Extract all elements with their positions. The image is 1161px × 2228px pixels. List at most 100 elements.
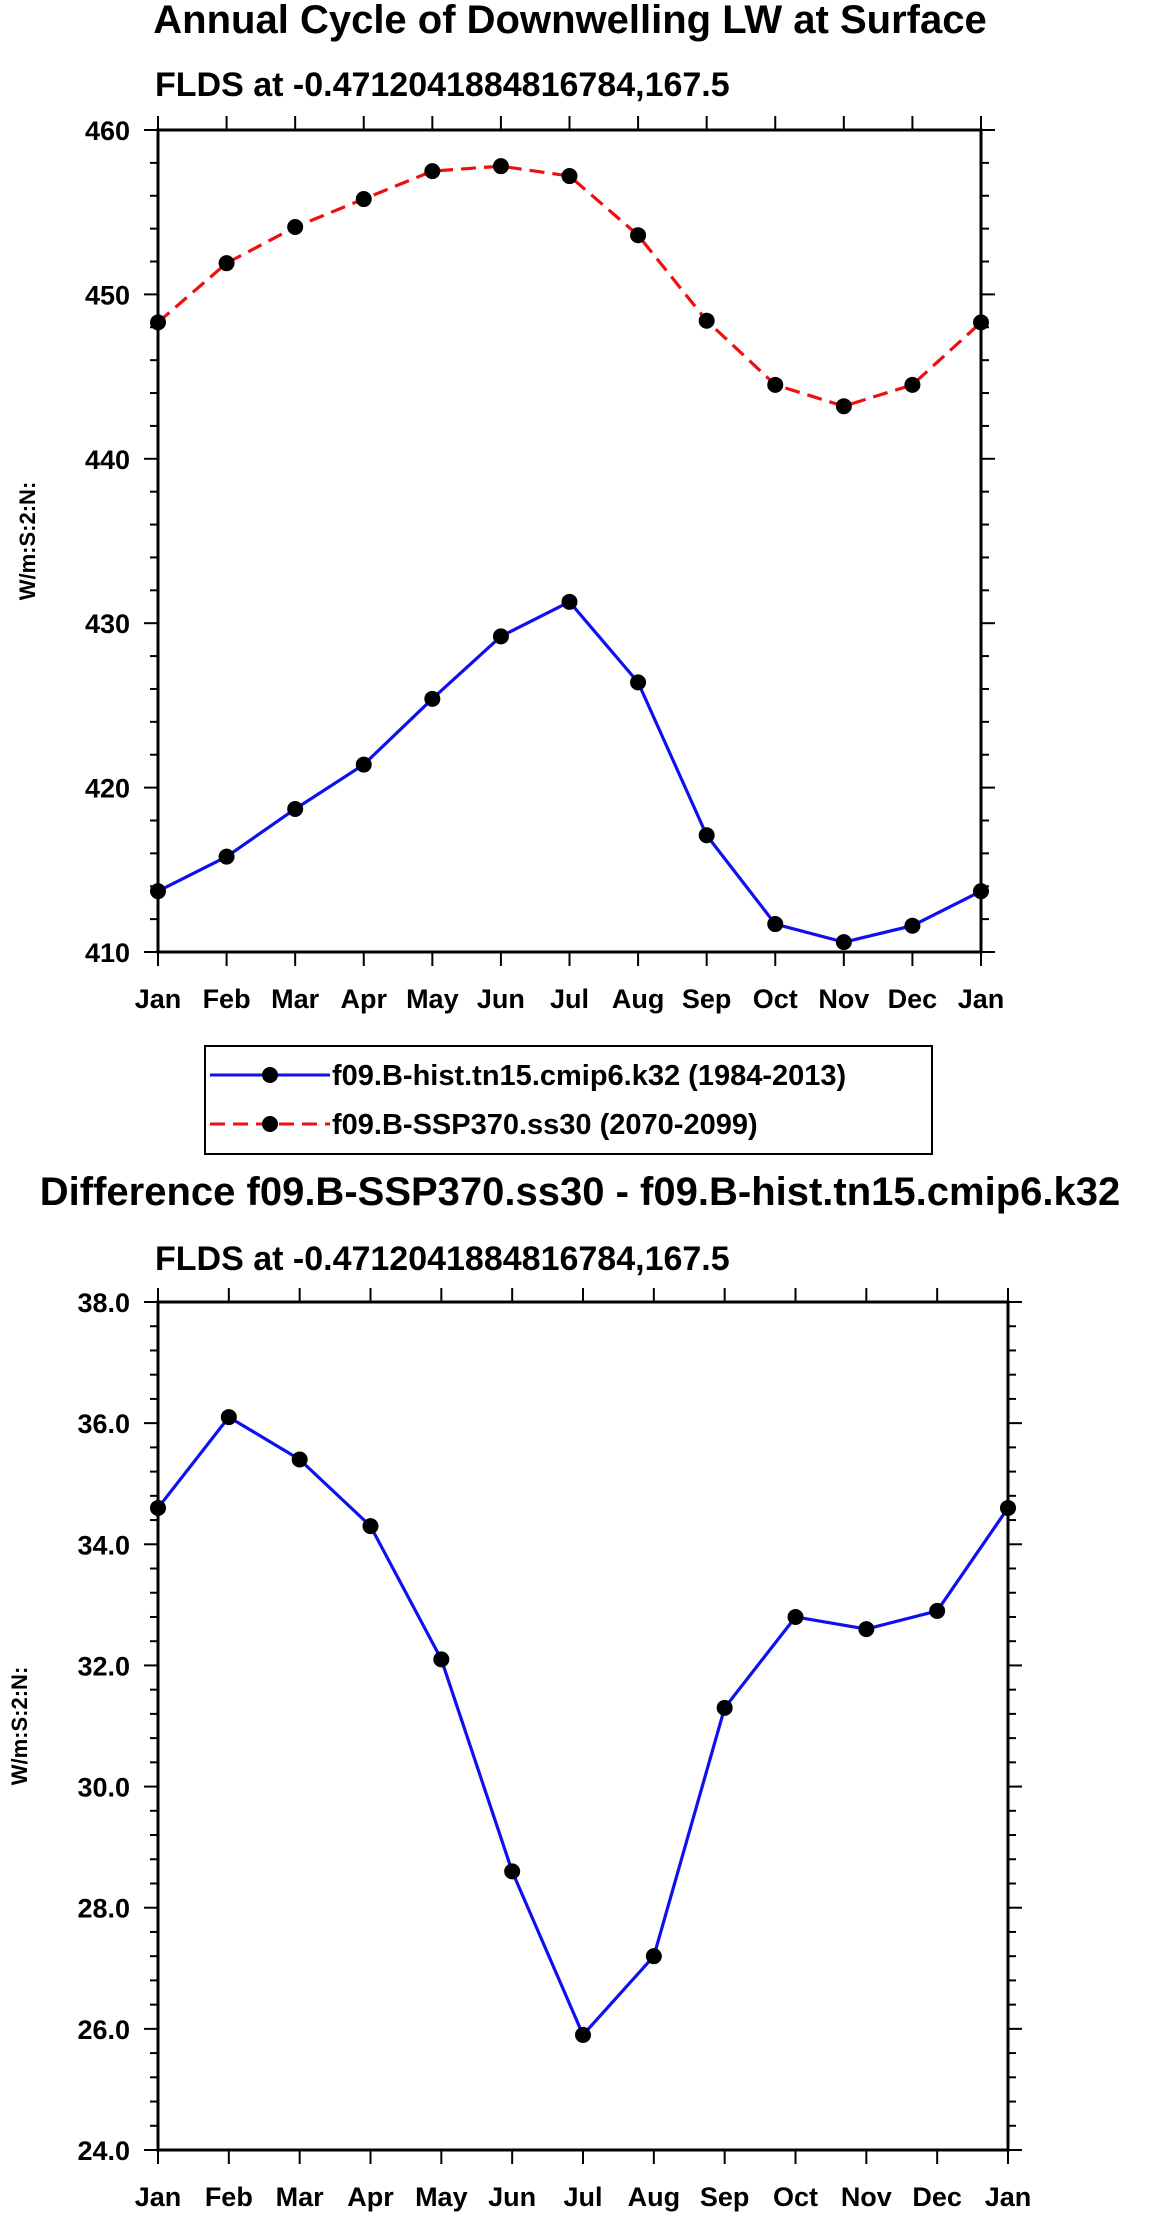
chart1-series-1-point bbox=[355, 756, 372, 773]
chart1-series-2-point bbox=[630, 227, 647, 244]
legend-box bbox=[204, 1045, 933, 1155]
chart2-x-tick-label: Oct bbox=[773, 2182, 818, 2212]
chart1-series-1-point bbox=[767, 916, 784, 933]
chart1-plot-frame bbox=[156, 128, 983, 954]
chart2-series bbox=[150, 1409, 1016, 2043]
chart1-x-tick-label: Mar bbox=[271, 984, 320, 1014]
chart1-y-tick-label: 460 bbox=[85, 116, 130, 146]
chart1-x-tick-label: Nov bbox=[818, 984, 869, 1014]
chart2-plot-frame bbox=[156, 1300, 1010, 2152]
chart1-x-tick-label: Jul bbox=[550, 984, 589, 1014]
chart1-series-line-2 bbox=[156, 164, 983, 408]
chart1-series-2-point bbox=[767, 376, 784, 393]
chart2-y-tick-label: 24.0 bbox=[77, 2136, 130, 2166]
chart1-x-tick-label: Jan bbox=[135, 984, 182, 1014]
legend-label-hist: f09.B-hist.tn15.cmip6.k32 (1984-2013) bbox=[332, 1060, 846, 1092]
chart1-series-2-point bbox=[424, 163, 441, 180]
chart2-series-1-point bbox=[787, 1608, 804, 1625]
chart2-x-tick-label: Jan bbox=[135, 2182, 182, 2212]
chart1-series-1-point bbox=[492, 628, 509, 645]
chart1-series-1-point bbox=[218, 848, 235, 865]
chart2-x-tick-label: Jul bbox=[563, 2182, 602, 2212]
chart1-series-2-point bbox=[698, 312, 715, 329]
chart1-x-tick-label: Aug bbox=[612, 984, 664, 1014]
chart2-x-tick-label: Sep bbox=[700, 2182, 750, 2212]
chart2-series-1-point bbox=[433, 1651, 450, 1668]
chart1-series-2-point bbox=[492, 158, 509, 175]
chart1-x-tick-label: Feb bbox=[203, 984, 251, 1014]
legend-entry-ssp370: f09.B-SSP370.ss30 (2070-2099) bbox=[210, 1109, 758, 1141]
chart1-series-1-point bbox=[698, 827, 715, 844]
difference-chart: Difference f09.B-SSP370.ss30 - f09.B-his… bbox=[7, 1170, 1120, 2212]
chart2-series-1-point bbox=[220, 1409, 237, 1426]
chart1-subtitle: FLDS at -0.4712041884816784,167.5 bbox=[155, 66, 730, 104]
chart2-y-tick-label: 30.0 bbox=[77, 1773, 130, 1803]
chart2-series-1-point bbox=[575, 2026, 591, 2043]
chart1-series-1-point bbox=[973, 883, 989, 900]
chart1-x-tick-label: Dec bbox=[888, 984, 938, 1014]
chart2-y-tick-label: 26.0 bbox=[77, 2015, 130, 2045]
chart2-series-1-point bbox=[150, 1499, 166, 1516]
chart1-y-tick-label: 440 bbox=[85, 445, 130, 475]
legend-marker-ssp370 bbox=[262, 1116, 278, 1132]
chart2-x-tick-label: Jan bbox=[985, 2182, 1032, 2212]
chart1-series-1-point bbox=[150, 883, 166, 900]
chart1-series-2-point bbox=[287, 218, 304, 235]
chart2-x-tick-label: Mar bbox=[276, 2182, 325, 2212]
annual-cycle-chart: Annual Cycle of Downwelling LW at Surfac… bbox=[15, 0, 1005, 1155]
chart1-x-tick-label: Jun bbox=[477, 984, 525, 1014]
chart1-series-line-1 bbox=[157, 600, 982, 944]
chart2-x-tick-label: Dec bbox=[912, 2182, 962, 2212]
chart1-series-1-point bbox=[630, 674, 647, 691]
chart2-y-tick-label: 34.0 bbox=[77, 1530, 130, 1560]
chart1-legend: f09.B-hist.tn15.cmip6.k32 (1984-2013) f0… bbox=[204, 1045, 933, 1155]
chart2-series-1-point bbox=[504, 1863, 521, 1880]
chart2-y-tick-label: 28.0 bbox=[77, 1894, 130, 1924]
chart1-y-tick-label: 420 bbox=[85, 774, 130, 804]
chart2-series-1-point bbox=[858, 1621, 875, 1638]
chart2-x-tick-label: Aug bbox=[628, 2182, 680, 2212]
chart2-series-1-point bbox=[362, 1518, 379, 1535]
chart1-series bbox=[150, 158, 989, 951]
chart2-x-tick-label: Apr bbox=[347, 2182, 394, 2212]
chart2-series-line-1 bbox=[156, 1415, 1010, 2037]
chart1-title: Annual Cycle of Downwelling LW at Surfac… bbox=[153, 0, 986, 42]
chart2-x-tick-label: Feb bbox=[205, 2182, 253, 2212]
chart1-series-2-point bbox=[150, 314, 166, 331]
chart2-y-tick-label: 36.0 bbox=[77, 1409, 130, 1439]
legend-marker-hist bbox=[262, 1067, 278, 1083]
chart1-y-axis-label: W/m:S:2:N: bbox=[15, 482, 40, 601]
chart1-y-tick-label: 430 bbox=[85, 609, 130, 639]
chart1-x-tick-label: Sep bbox=[682, 984, 732, 1014]
legend-entry-hist: f09.B-hist.tn15.cmip6.k32 (1984-2013) bbox=[210, 1060, 846, 1092]
chart2-y-tick-label: 38.0 bbox=[77, 1288, 130, 1318]
chart1-series-2-point bbox=[904, 376, 921, 393]
chart2-y-axis-label: W/m:S:2:N: bbox=[7, 1667, 32, 1786]
chart1-series-1-point bbox=[287, 800, 304, 817]
chart2-series-1-point bbox=[929, 1602, 946, 1619]
chart2-subtitle: FLDS at -0.4712041884816784,167.5 bbox=[155, 1240, 730, 1278]
chart2-x-tick-labels: Jan Feb Mar Apr May Jun Jul Aug Sep Oct Nov Dec Jan bbox=[135, 2182, 1032, 2212]
chart1-series-2-point bbox=[973, 314, 989, 331]
chart1-y-tick-labels: 410 420 430 440 450 460 bbox=[85, 116, 130, 968]
chart1-ticks bbox=[144, 116, 995, 966]
legend-label-ssp370: f09.B-SSP370.ss30 (2070-2099) bbox=[332, 1109, 758, 1141]
chart1-x-tick-label: Oct bbox=[753, 984, 798, 1014]
chart1-series-2-point bbox=[835, 398, 852, 415]
chart2-series-1-point bbox=[716, 1699, 733, 1716]
chart1-series-1-point bbox=[561, 593, 578, 610]
chart1-series-1-point bbox=[424, 690, 441, 707]
chart2-ticks bbox=[144, 1288, 1022, 2164]
chart1-y-tick-label: 410 bbox=[85, 938, 130, 968]
chart1-x-tick-label: Apr bbox=[341, 984, 388, 1014]
chart1-x-tick-label: Jan bbox=[958, 984, 1005, 1014]
chart2-y-tick-labels: 24.0 26.0 28.0 30.0 32.0 34.0 36.0 38.0 bbox=[77, 1288, 130, 2166]
chart1-series-2-point bbox=[355, 191, 372, 208]
chart2-series-1-point bbox=[1000, 1499, 1016, 1516]
chart2-series-1-point bbox=[645, 1948, 662, 1965]
chart2-title: Difference f09.B-SSP370.ss30 - f09.B-his… bbox=[40, 1170, 1120, 1214]
chart1-series-1-point bbox=[904, 917, 921, 934]
chart2-x-tick-label: Jun bbox=[488, 2182, 536, 2212]
chart2-x-tick-label: Nov bbox=[841, 2182, 892, 2212]
